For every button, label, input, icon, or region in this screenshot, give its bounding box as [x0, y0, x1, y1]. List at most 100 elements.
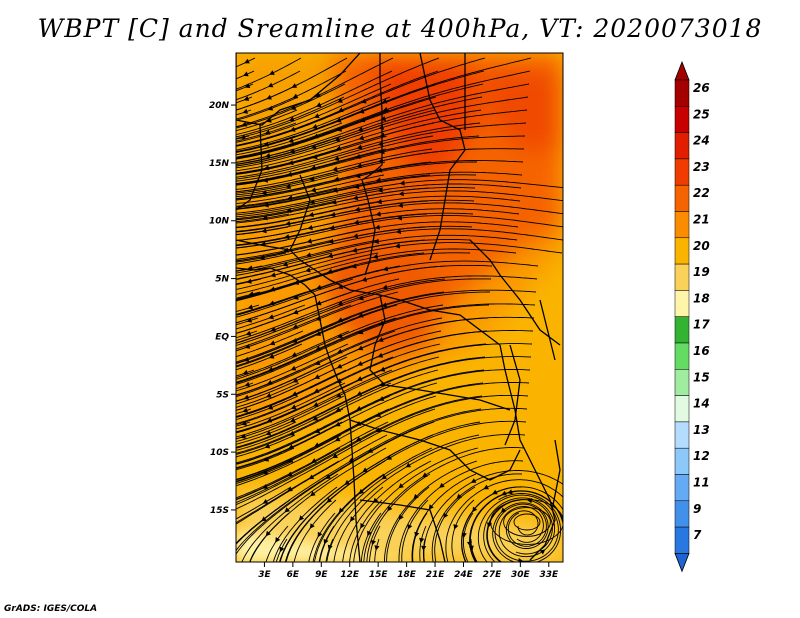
streamline-arrow — [243, 356, 250, 362]
streamline-arrow — [466, 541, 473, 547]
colorbar-label: 23 — [693, 160, 710, 174]
streamline-arrow — [314, 442, 320, 447]
streamline-arrow — [290, 417, 296, 423]
streamline-arrow — [518, 558, 524, 562]
streamline-arrow — [266, 117, 272, 123]
streamline-arrow — [352, 233, 359, 239]
streamline-arrow — [327, 544, 333, 551]
lon-tick-label: 3E — [258, 570, 271, 580]
streamline-arrow — [265, 530, 271, 537]
streamline-arrow — [395, 228, 402, 235]
streamline-arrow — [361, 276, 367, 282]
streamline-arrow — [261, 228, 267, 234]
streamline-arrow — [265, 392, 272, 398]
streamline-arrow — [337, 97, 343, 103]
streamline-arrow — [398, 514, 404, 521]
streamline-arrow — [377, 187, 383, 193]
streamline-arrow — [267, 105, 274, 111]
streamline-arrow — [242, 369, 249, 375]
map-frame — [235, 52, 564, 563]
streamline-arrow — [292, 324, 299, 329]
streamline-arrow — [379, 366, 386, 372]
streamline-arrow — [309, 199, 315, 205]
streamline-arrow — [358, 295, 364, 301]
lon-tick-label: 30E — [511, 570, 531, 580]
streamline-arrow — [335, 392, 342, 398]
streamline-arrow — [323, 538, 329, 545]
streamline-arrow — [244, 83, 251, 88]
streamline-arrow — [259, 254, 265, 260]
streamline-arrow — [290, 126, 296, 132]
colorbar-label: 14 — [693, 397, 710, 411]
longitude-axis: 3E 6E 9E 12E 15E 18E 21E 24E 27E 30E 33E — [258, 562, 559, 580]
streamline-arrow — [243, 96, 250, 101]
streamline-arrow — [306, 238, 312, 244]
colorbar-swatch — [674, 447, 690, 475]
streamline-arrow — [470, 478, 477, 483]
streamline-arrow — [262, 469, 269, 475]
streamline-arrow — [377, 352, 384, 358]
streamline-arrow — [332, 166, 338, 172]
streamline-arrow — [268, 314, 274, 320]
streamline-arrow — [285, 220, 291, 226]
streamline-arrow — [337, 348, 343, 354]
streamline-arrow — [333, 156, 340, 161]
streamline-arrow — [335, 407, 341, 412]
streamline-arrow — [428, 504, 434, 510]
streamline-arrow — [356, 376, 363, 381]
streamline-arrow — [373, 238, 379, 244]
streamline-arrow — [374, 224, 380, 230]
streamline-arrow — [332, 187, 338, 193]
streamline-arrow — [285, 183, 291, 189]
colorbar-swatch — [674, 316, 690, 344]
streamline-arrow — [289, 430, 295, 436]
streamline-arrow — [397, 202, 403, 208]
streamline-arrow — [241, 420, 247, 426]
streamline-arrow — [286, 207, 292, 214]
colorbar-swatch — [674, 395, 690, 423]
streamline-arrow — [263, 141, 269, 147]
streamline-arrow — [382, 284, 388, 290]
streamline-arrow — [268, 353, 275, 359]
lon-tick-label: 12E — [340, 570, 360, 580]
lon-tick-label: 15E — [369, 570, 389, 580]
lat-tick-label: 5N — [215, 275, 229, 285]
streamline-arrow — [316, 284, 322, 290]
streamline-arrow — [314, 113, 320, 119]
streamline-arrow — [308, 474, 315, 480]
lon-tick-label: 27E — [483, 570, 503, 580]
streamline-arrow — [267, 366, 274, 372]
streamline-arrow — [351, 263, 357, 269]
streamline-arrow — [287, 457, 294, 463]
streamline-arrow — [326, 497, 333, 503]
streamline-arrow — [287, 486, 293, 492]
streamline-arrow — [282, 261, 288, 267]
streamline-arrow — [359, 117, 366, 123]
streamline-arrow — [358, 135, 365, 141]
streamline-arrow — [376, 167, 383, 173]
streamline-arrow — [288, 444, 294, 449]
streamline-arrow — [290, 105, 297, 110]
streamline-arrow — [298, 515, 305, 521]
streamline-arrow — [262, 177, 268, 183]
colorbar-label: 17 — [693, 318, 710, 332]
streamline-arrow — [246, 278, 252, 284]
streamline-arrow — [329, 225, 335, 231]
colorbar-swatch — [674, 526, 690, 554]
streamline-arrow — [354, 183, 360, 189]
streamline-arrow — [327, 268, 333, 274]
streamline-arrow — [312, 124, 318, 129]
lat-tick-label: EQ — [215, 332, 229, 342]
streamline-arrow — [336, 378, 342, 383]
streamline-arrow — [351, 247, 358, 253]
streamline-arrow — [313, 388, 320, 393]
colorbar-swatch — [674, 290, 690, 317]
streamline-arrow — [367, 448, 374, 453]
streamline-arrow — [312, 133, 319, 139]
streamline-arrow — [357, 345, 364, 351]
streamline-arrow — [292, 338, 298, 343]
streamline-arrow — [338, 107, 344, 113]
streamline-arrow — [264, 129, 271, 135]
streamline-arrow — [405, 462, 412, 468]
